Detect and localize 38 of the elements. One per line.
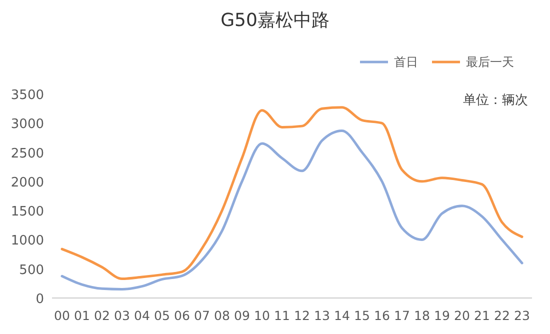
x-tick-label: 05 <box>154 308 170 323</box>
x-tick-label: 07 <box>194 308 210 323</box>
x-tick-label: 23 <box>514 308 530 323</box>
y-tick-label: 3500 <box>10 88 44 103</box>
x-tick-label: 15 <box>354 308 370 323</box>
legend-label: 最后一天 <box>466 55 514 69</box>
x-tick-label: 06 <box>174 308 190 323</box>
x-tick-label: 13 <box>314 308 330 323</box>
x-tick-label: 03 <box>114 308 130 323</box>
x-tick-label: 17 <box>394 308 410 323</box>
y-tick-label: 2000 <box>10 175 44 190</box>
y-tick-label: 1000 <box>10 234 44 249</box>
x-tick-label: 21 <box>474 308 490 323</box>
x-tick-label: 10 <box>254 308 270 323</box>
y-tick-label: 2500 <box>10 146 44 162</box>
y-tick-label: 3000 <box>10 117 44 132</box>
x-tick-label: 18 <box>414 308 430 323</box>
x-tick-label: 16 <box>374 308 390 323</box>
x-tick-label: 20 <box>454 308 470 323</box>
line-series <box>60 129 524 291</box>
x-tick-label: 04 <box>134 308 150 323</box>
x-tick-label: 12 <box>294 308 310 323</box>
legend-label: 首日 <box>394 55 418 69</box>
x-tick-label: 09 <box>234 308 250 323</box>
y-tick-label: 500 <box>19 262 44 278</box>
x-tick-label: 00 <box>54 308 70 323</box>
y-tick-label: 1500 <box>10 204 44 220</box>
x-tick-label: 08 <box>214 308 230 323</box>
x-tick-label: 02 <box>94 308 110 323</box>
x-tick-label: 14 <box>334 308 350 323</box>
x-tick-label: 19 <box>434 308 450 323</box>
x-tick-label: 11 <box>274 308 290 323</box>
line-series <box>60 106 524 280</box>
chart-title: G50嘉松中路 <box>220 10 330 31</box>
y-tick-label: 0 <box>36 292 44 307</box>
x-tick-label: 22 <box>494 308 510 323</box>
annotation: 单位：辆次 <box>463 93 528 108</box>
x-tick-label: 01 <box>74 308 90 323</box>
